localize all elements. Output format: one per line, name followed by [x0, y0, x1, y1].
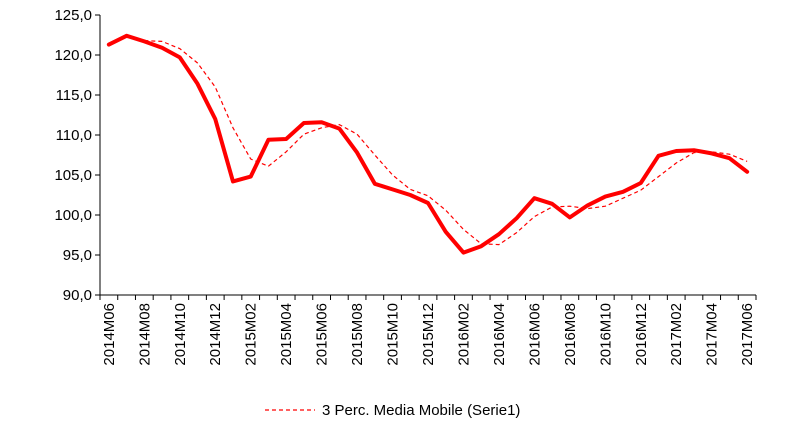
- y-tick-label: 110,0: [56, 127, 92, 144]
- x-axis-ticks: 2014M06 2014M08 2014M10 2014M12 2015M02 2015M…: [99, 295, 757, 366]
- y-tick-label: 90,0: [63, 287, 92, 304]
- x-tick-label: 2016M12: [633, 303, 650, 366]
- chart-axes: [99, 15, 756, 296]
- x-tick-label: 2014M08: [136, 303, 153, 366]
- x-tick-label: 2016M08: [562, 303, 579, 366]
- y-tick-label: 100,0: [54, 207, 92, 224]
- y-tick-label: 105,0: [54, 167, 92, 184]
- y-tick-label: 120,0: [54, 47, 92, 64]
- x-tick-label: 2017M02: [668, 303, 685, 366]
- x-tick-label: 2015M02: [243, 303, 260, 366]
- x-tick-label: 2015M12: [420, 303, 437, 366]
- y-axis-ticks: 90,0 95,0 100,0 105,0 110,0 115,0 120,0 125,0: [54, 7, 100, 304]
- x-tick-label: 2017M04: [704, 303, 721, 366]
- x-tick-label: 2015M10: [385, 303, 402, 366]
- series-line-main: [106, 33, 750, 255]
- x-tick-label: 2015M06: [314, 303, 331, 366]
- y-tick-label: 115,0: [56, 87, 92, 104]
- x-tick-label: 2016M10: [597, 303, 614, 366]
- series-line-moving-average: [144, 40, 748, 246]
- y-tick-label: 95,0: [63, 247, 92, 264]
- x-tick-label: 2014M06: [101, 303, 118, 366]
- x-tick-label: 2014M10: [172, 303, 189, 366]
- x-tick-label: 2016M04: [491, 303, 508, 366]
- legend: 3 Perc. Media Mobile (Serie1): [265, 402, 520, 419]
- x-tick-label: 2014M12: [207, 303, 224, 366]
- x-tick-label: 2016M06: [526, 303, 543, 366]
- x-tick-label: 2015M04: [278, 303, 295, 366]
- x-tick-label: 2015M08: [349, 303, 366, 366]
- y-tick-label: 125,0: [54, 7, 92, 24]
- series-layer: [106, 33, 750, 255]
- legend-label: 3 Perc. Media Mobile (Serie1): [322, 402, 520, 419]
- x-tick-label: 2016M02: [455, 303, 472, 366]
- x-tick-label: 2017M06: [739, 303, 756, 366]
